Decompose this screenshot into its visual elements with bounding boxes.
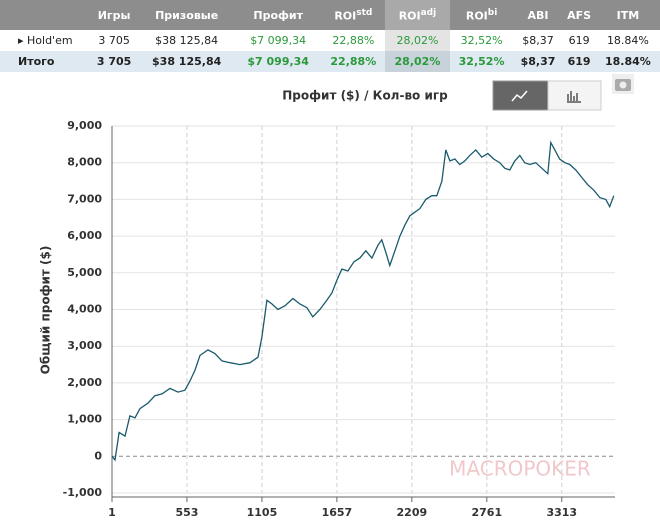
- header-cell: ITM: [595, 0, 660, 30]
- y-tick-label: 0: [94, 449, 102, 462]
- x-tick-label: 2761: [471, 506, 502, 519]
- header-text: ROI: [334, 9, 357, 23]
- header-cell: AFS: [562, 0, 596, 30]
- table-cell: $8,37: [522, 34, 554, 47]
- header-cell: ROIstd: [321, 0, 386, 30]
- header-cell: ROIbi: [449, 0, 514, 30]
- stats-table: Игры Призовые Профит ROIstd ROIadj ROIbi ABI AF…: [0, 0, 660, 72]
- y-tick-label: 8,000: [67, 156, 102, 169]
- table-cell: 18.84%: [595, 51, 660, 72]
- table-row: Итого 3 705 $38 125,84 $7 099,34 22,88% 28,02…: [0, 51, 660, 72]
- table-cell: 22,88%: [332, 34, 375, 47]
- header-cell: Профит: [235, 0, 322, 30]
- line-button[interactable]: [492, 80, 549, 111]
- table-cell: 3 705: [98, 34, 130, 47]
- y-tick-label: 3,000: [67, 339, 102, 352]
- table-cell: 22,88%: [321, 51, 386, 72]
- profit-line: [111, 140, 615, 462]
- x-tick-label: 2209: [397, 506, 428, 519]
- x-tick-label: 1105: [247, 506, 278, 519]
- header-text: ROI: [398, 9, 421, 23]
- x-tick-label: 1: [108, 506, 116, 519]
- table-cell: $38 125,84: [155, 34, 219, 47]
- table-cell: 3 705: [90, 51, 139, 72]
- y-tick-label: 7,000: [67, 192, 102, 205]
- header-cell: ROIadj: [385, 0, 450, 30]
- table-cell: $38 125,84: [138, 51, 236, 72]
- header-text: ROI: [465, 9, 488, 23]
- table-cell: 28,02%: [385, 51, 450, 72]
- table-cell: ▸ Hold'em: [18, 34, 73, 47]
- table-cell: 619: [562, 51, 596, 72]
- x-tick-label: 1657: [322, 506, 353, 519]
- y-tick-label: 5,000: [67, 266, 102, 279]
- header-cell: [0, 0, 90, 30]
- table-cell: $7 099,34: [250, 34, 307, 47]
- y-tick-label: 9,000: [67, 119, 102, 132]
- table-cell: Итого: [0, 51, 90, 72]
- chart-title: Профит ($) / Кол-во игр: [282, 89, 448, 103]
- table-cell: 28,02%: [385, 30, 450, 51]
- table-cell: 619: [568, 34, 590, 47]
- y-axis-label: Общий профит ($): [39, 246, 53, 375]
- table-cell: $7 099,34: [235, 51, 322, 72]
- bar-button[interactable]: [547, 80, 602, 111]
- header-cell: ABI: [513, 0, 563, 30]
- header-sup: std: [356, 7, 373, 18]
- y-tick-label: 6,000: [67, 229, 102, 242]
- header-sup: bi: [487, 7, 498, 18]
- x-tick-label: 3313: [546, 506, 577, 519]
- table-cell: 32,52%: [460, 34, 503, 47]
- y-tick-label: 4,000: [67, 303, 102, 316]
- header-row: Игры Призовые Профит ROIstd ROIadj ROIbi ABI AF…: [0, 0, 660, 30]
- table-cell: $8,37: [513, 51, 563, 72]
- header-cell: Призовые: [138, 0, 236, 30]
- header-cell: Игры: [90, 0, 139, 30]
- table-cell: 32,52%: [449, 51, 514, 72]
- table-row: ▸ Hold'em 3 705 $38 125,84 $7 099,34 22,88% 2…: [0, 30, 660, 51]
- y-tick-label: -1,000: [63, 486, 103, 499]
- y-tick-label: 2,000: [67, 376, 102, 389]
- camera-icon[interactable]: [612, 74, 634, 94]
- x-tick-label: 553: [175, 506, 198, 519]
- table-cell: 18.84%: [606, 34, 649, 47]
- watermark: MACROPOKER: [449, 457, 591, 481]
- header-sup: adj: [420, 7, 437, 18]
- y-tick-label: 1,000: [67, 413, 102, 426]
